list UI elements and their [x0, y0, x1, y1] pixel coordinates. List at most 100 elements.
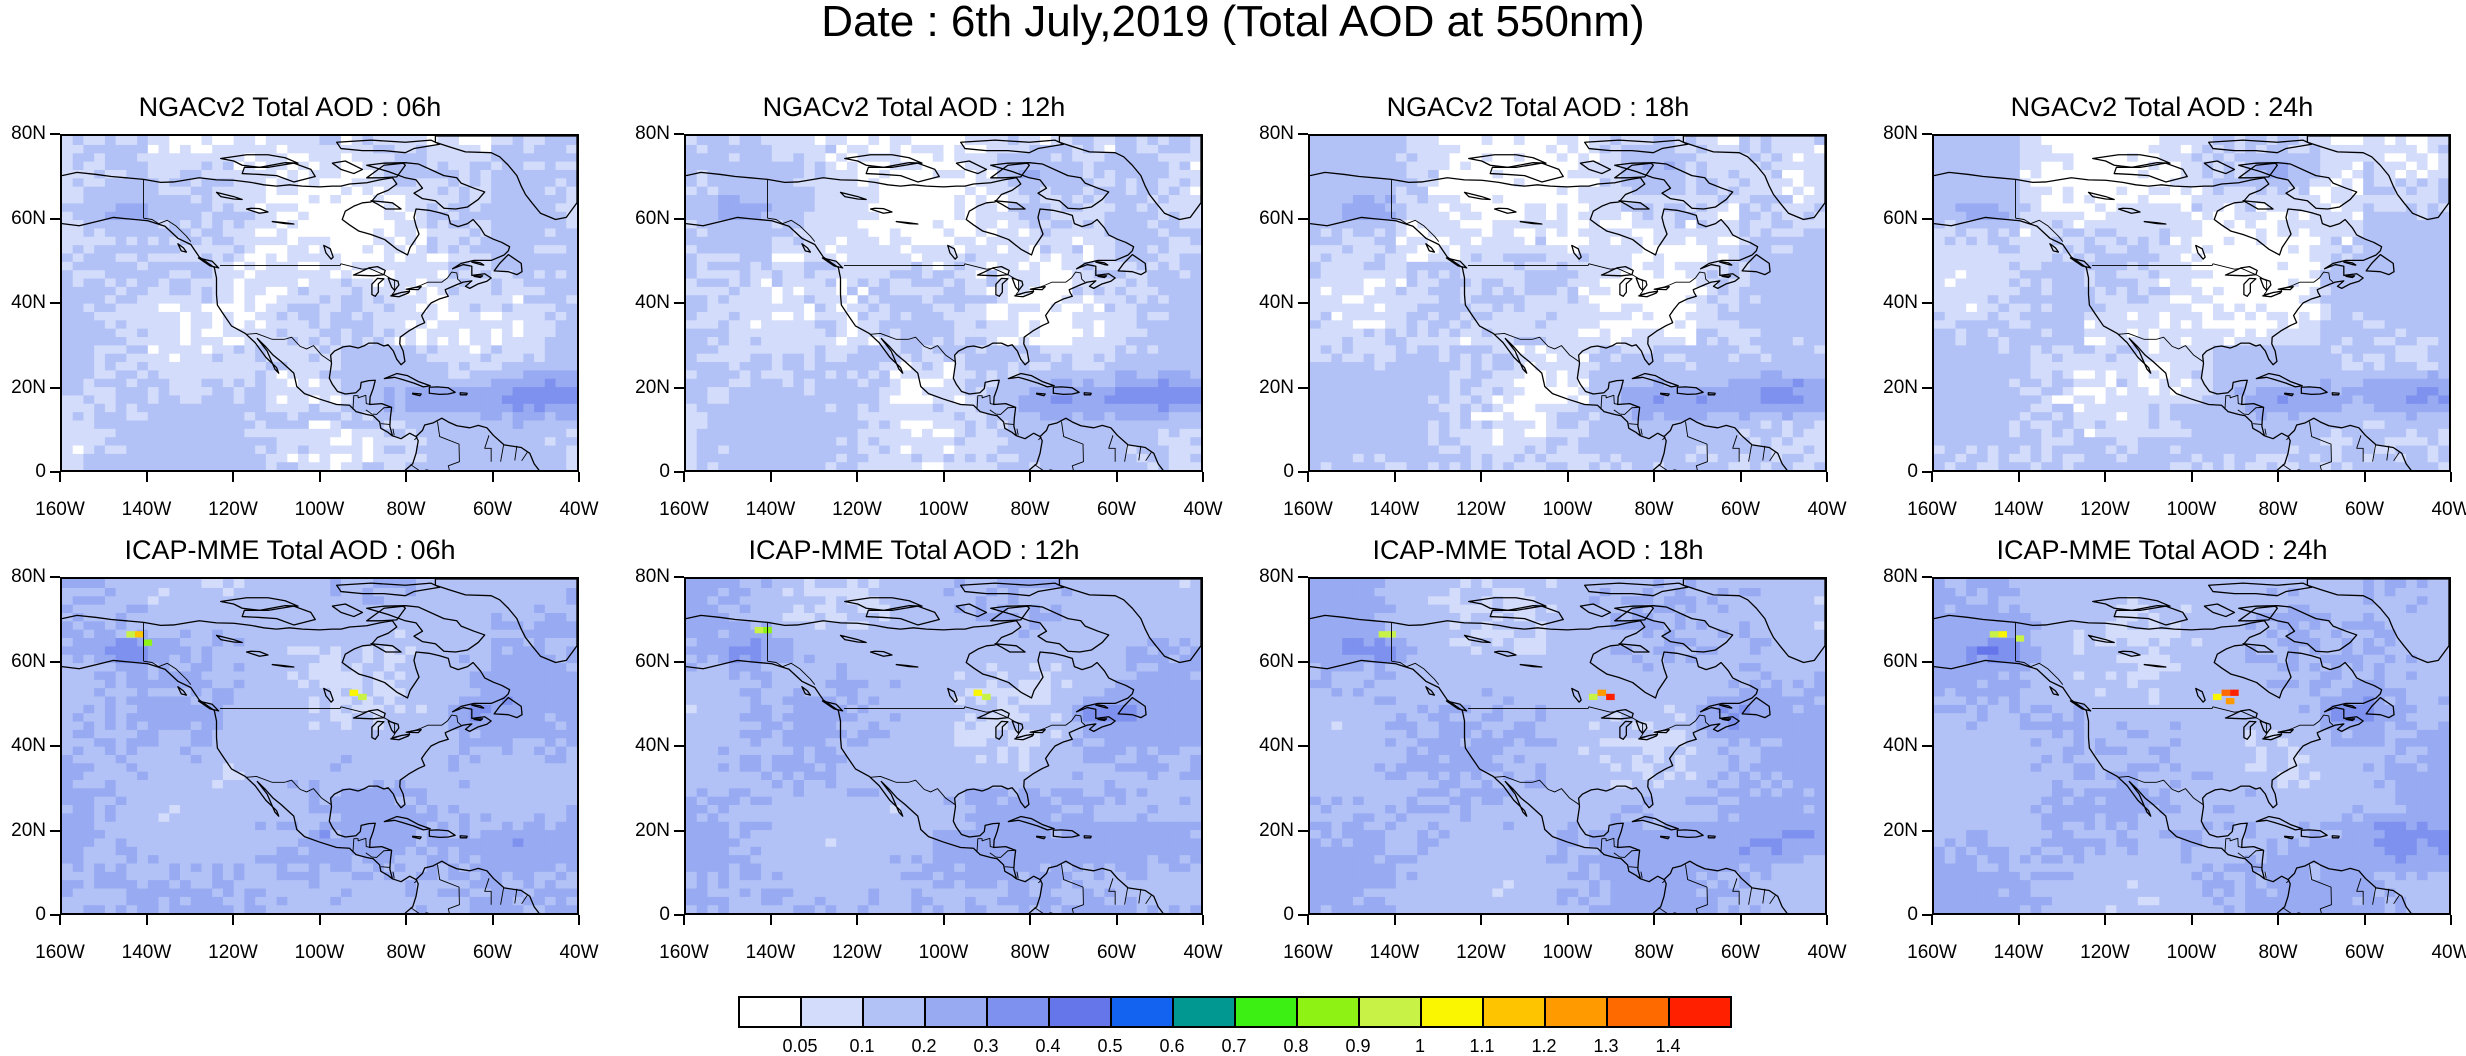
lon-tick	[59, 472, 61, 482]
aod-grid-cell	[222, 436, 235, 446]
aod-grid-cell	[804, 419, 816, 429]
aod-grid-cell	[1417, 252, 1429, 262]
country-border	[143, 217, 192, 242]
aod-grid-cell	[523, 186, 535, 196]
aod-grid-cell	[1363, 328, 1375, 337]
aod-grid-cell	[814, 378, 827, 388]
aod-grid-cell	[1385, 403, 1397, 413]
aod-grid-cell	[437, 361, 449, 371]
aod-grid-cell	[1460, 353, 1472, 363]
aod-grid-cell	[1104, 369, 1116, 379]
aod-grid-cell	[804, 236, 816, 246]
aod-grid-cell	[1158, 194, 1170, 204]
aod-grid-cell	[1438, 194, 1451, 204]
aod-grid-cell	[491, 353, 503, 363]
aod-grid-cell	[911, 361, 923, 371]
aod-grid-cell	[190, 361, 203, 371]
aod-grid-cell	[814, 436, 827, 446]
aod-grid-cell	[718, 286, 730, 296]
aod-grid-cell	[1535, 144, 1547, 154]
aod-grid-cell	[1556, 144, 1569, 154]
aod-grid-cell	[448, 344, 460, 354]
aod-grid-cell	[469, 236, 482, 246]
aod-grid-cell	[814, 386, 827, 396]
aod-grid-cell	[1093, 227, 1106, 237]
aod-grid-cell	[1168, 261, 1181, 271]
aod-grid-cell	[523, 319, 535, 329]
aod-grid-cell	[480, 144, 492, 154]
aod-grid-cell	[761, 303, 773, 312]
aod-grid-cell	[458, 194, 471, 204]
aod-grid-cell	[804, 261, 816, 271]
aod-grid-cell	[718, 453, 730, 463]
aod-grid-cell	[480, 419, 492, 429]
aod-grid-cell	[1470, 177, 1483, 187]
aod-grid-cell	[1072, 177, 1084, 187]
aod-grid-cell	[72, 244, 85, 254]
aod-grid-cell	[1428, 361, 1440, 371]
aod-grid-cell	[115, 319, 127, 329]
aod-grid-cell	[1104, 461, 1116, 470]
aod-grid-cell	[1438, 394, 1451, 404]
aod-grid-cell	[512, 186, 524, 196]
aod-grid-cell	[308, 353, 321, 363]
aod-grid-cell	[448, 269, 460, 279]
aod-grid-cell	[405, 152, 417, 162]
aod-grid-cell	[1503, 428, 1515, 438]
aod-grid-cell	[330, 311, 342, 321]
aod-grid-cell	[1061, 136, 1073, 145]
aod-grid-cell	[718, 369, 730, 379]
aod-grid-cell	[298, 202, 310, 212]
aod-grid-cell	[1395, 419, 1408, 429]
aod-grid-cell	[62, 136, 74, 145]
aod-grid-cell	[1546, 378, 1558, 388]
aod-grid-cell	[501, 144, 514, 154]
aod-grid-cell	[1535, 394, 1547, 404]
aod-grid-cell	[975, 369, 988, 379]
aod-grid-cell	[469, 444, 482, 454]
aod-grid-cell	[501, 269, 514, 279]
aod-grid-cell	[1320, 411, 1333, 421]
aod-grid-cell	[1029, 369, 1041, 379]
aod-grid-cell	[932, 177, 945, 187]
aod-grid-cell	[180, 419, 192, 429]
aod-grid-cell	[222, 328, 235, 337]
aod-grid-cell	[686, 419, 698, 429]
aod-grid-cell	[373, 227, 385, 237]
aod-grid-cell	[1567, 361, 1579, 371]
aod-grid-cell	[394, 236, 406, 246]
aod-grid-cell	[964, 186, 977, 196]
aod-grid-cell	[1363, 411, 1375, 421]
aod-grid-cell	[1104, 252, 1116, 262]
aod-grid-cell	[104, 444, 117, 454]
aod-grid-cell	[857, 369, 869, 379]
aod-grid-cell	[383, 194, 396, 204]
aod-grid-cell	[1470, 369, 1483, 379]
aod-grid-cell	[1406, 277, 1418, 287]
aod-grid-cell	[943, 461, 955, 470]
aod-grid-cell	[147, 361, 160, 371]
aod-grid-cell	[1503, 436, 1515, 446]
aod-grid-cell	[1061, 144, 1073, 154]
aod-grid-cell	[857, 136, 869, 145]
aod-grid-cell	[750, 236, 762, 246]
aod-grid-cell	[1310, 353, 1322, 363]
aod-grid-cell	[1546, 303, 1558, 312]
aod-grid-cell	[922, 202, 934, 212]
aod-grid-cell	[954, 411, 966, 421]
aod-grid-cell	[686, 344, 698, 354]
aod-grid-cell	[244, 411, 256, 421]
aod-grid-cell	[793, 403, 805, 413]
aod-grid-cell	[1029, 394, 1041, 404]
aod-grid-cell	[201, 161, 213, 170]
aod-grid-cell	[308, 369, 321, 379]
aod-grid-cell	[62, 227, 74, 237]
aod-grid-cell	[1546, 227, 1558, 237]
aod-grid-cell	[244, 336, 256, 346]
aod-grid-cell	[728, 344, 741, 354]
aod-grid-cell	[857, 419, 869, 429]
aod-grid-cell	[889, 453, 902, 463]
aod-grid-cell	[416, 236, 428, 246]
aod-grid-cell	[707, 227, 719, 237]
aod-grid-cell	[1546, 211, 1558, 221]
